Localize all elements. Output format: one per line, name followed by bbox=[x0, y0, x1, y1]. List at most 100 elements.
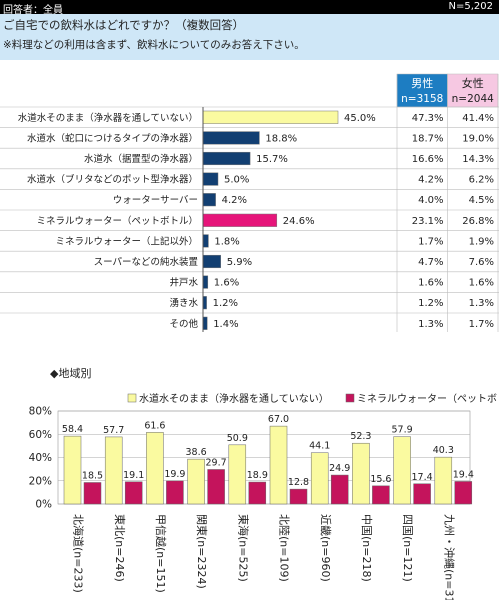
y-tick-label: 20% bbox=[29, 475, 52, 487]
bar bbox=[289, 488, 308, 505]
value-label: 5.9% bbox=[227, 257, 252, 268]
bar bbox=[202, 316, 208, 330]
y-tick-label: 0% bbox=[35, 499, 52, 511]
x-tick-label: 近畿(n=960) bbox=[319, 514, 333, 582]
category-label: 水道水（ブリタなどのポット型浄水器） bbox=[27, 174, 198, 186]
female-value: 19.0% bbox=[462, 133, 494, 144]
bar bbox=[202, 172, 219, 186]
data-label: 24.9 bbox=[329, 463, 350, 474]
value-label: 1.2% bbox=[213, 298, 238, 309]
value-label: 5.0% bbox=[224, 175, 249, 186]
bar bbox=[413, 483, 431, 505]
category-label: スーパーなどの純水装置 bbox=[94, 256, 198, 268]
value-label: 18.8% bbox=[265, 133, 297, 144]
x-tick-label: 関東(n=2324) bbox=[195, 514, 208, 589]
x-tick-label: 九州・沖縄(n=315) bbox=[442, 514, 456, 600]
bar bbox=[434, 456, 453, 505]
category-label: 水道水そのまま（浄水器を通していない） bbox=[18, 112, 198, 124]
bar bbox=[146, 432, 164, 505]
data-label: 50.9 bbox=[227, 433, 248, 444]
bar bbox=[352, 442, 370, 505]
male-value: 1.2% bbox=[418, 298, 443, 309]
male-value: 47.3% bbox=[412, 113, 444, 124]
legend-swatch bbox=[345, 393, 355, 403]
female-value: 6.2% bbox=[469, 175, 494, 186]
female-value: 1.9% bbox=[469, 236, 494, 247]
bar bbox=[166, 480, 184, 505]
respondents-label: 回答者：全員 bbox=[3, 5, 63, 16]
bar bbox=[124, 481, 143, 505]
bar bbox=[393, 436, 411, 505]
question-box: ご自宅での飲料水はどれですか？（複数回答） ※料理などの利用は含まず、飲料水につ… bbox=[0, 14, 499, 60]
male-value: 16.6% bbox=[412, 154, 444, 165]
bar bbox=[330, 474, 349, 505]
bar bbox=[202, 296, 207, 310]
value-label: 4.2% bbox=[222, 195, 247, 206]
category-label: ミネラルウォーター（上記以外） bbox=[55, 235, 198, 247]
category-label: ミネラルウォーター（ペットボトル） bbox=[36, 215, 198, 227]
table-header-n: n=2044 bbox=[452, 93, 494, 105]
male-value: 1.3% bbox=[418, 319, 443, 330]
x-tick-label: 北陸(n=109) bbox=[278, 514, 291, 582]
data-label: 40.3 bbox=[433, 445, 454, 456]
bar bbox=[454, 481, 473, 505]
table-header-cell bbox=[447, 73, 499, 108]
x-tick-label: 東北(n=246) bbox=[113, 514, 126, 582]
bar bbox=[202, 234, 209, 248]
table-header-label: 男性 bbox=[411, 76, 433, 90]
y-tick-label: 80% bbox=[29, 406, 52, 418]
female-value: 1.3% bbox=[469, 298, 494, 309]
category-label: 水道水（据置型の浄水器） bbox=[84, 153, 198, 165]
legend-swatch bbox=[127, 393, 137, 403]
category-label: 水道水（蛇口につけるタイプの浄水器） bbox=[27, 132, 198, 144]
data-label: 19.1 bbox=[123, 470, 144, 481]
x-tick-label: 甲信越(n=151) bbox=[154, 514, 168, 593]
bar bbox=[202, 151, 251, 166]
section-title: ◆地域別 bbox=[50, 367, 91, 380]
data-label: 58.4 bbox=[62, 424, 83, 435]
bar bbox=[202, 213, 278, 227]
male-value: 4.2% bbox=[418, 175, 443, 186]
male-value: 18.7% bbox=[412, 133, 444, 144]
data-label: 15.6 bbox=[370, 474, 391, 485]
data-label: 57.9 bbox=[392, 425, 413, 436]
male-value: 4.0% bbox=[418, 195, 443, 206]
category-label: 湧き水 bbox=[169, 297, 198, 309]
male-value: 23.1% bbox=[412, 216, 444, 227]
question-note: ※料理などの利用は含まず、飲料水についてのみお答え下さい。 bbox=[3, 39, 305, 51]
male-value: 1.6% bbox=[418, 278, 443, 289]
bar bbox=[248, 481, 267, 505]
bar bbox=[207, 469, 225, 505]
value-label: 15.7% bbox=[256, 154, 288, 165]
table-header-n: n=3158 bbox=[401, 93, 443, 105]
bar bbox=[202, 193, 216, 207]
bar bbox=[187, 458, 205, 505]
bar bbox=[202, 275, 209, 289]
data-label: 17.4 bbox=[412, 472, 433, 483]
category-label: その他 bbox=[169, 318, 198, 330]
value-label: 1.6% bbox=[214, 278, 239, 289]
y-tick-label: 40% bbox=[29, 452, 52, 464]
bar bbox=[63, 435, 82, 505]
data-label: 67.0 bbox=[268, 414, 289, 425]
female-value: 41.4% bbox=[462, 113, 494, 124]
female-value: 26.8% bbox=[462, 216, 494, 227]
y-tick-label: 60% bbox=[29, 429, 52, 441]
bar bbox=[269, 425, 288, 505]
male-value: 4.7% bbox=[418, 257, 443, 268]
overall-bar-chart: 男性 n=3158 女性 n=2044 水道水そのまま（浄水器を通していない） 45.0%… bbox=[0, 73, 499, 332]
bar bbox=[202, 131, 260, 145]
female-value: 7.6% bbox=[469, 257, 494, 268]
bar bbox=[310, 452, 329, 505]
table-header-label: 女性 bbox=[462, 76, 484, 90]
data-label: 61.6 bbox=[144, 420, 165, 431]
bar bbox=[228, 444, 247, 505]
legend-label: 水道水そのまま（浄水器を通していない） bbox=[139, 392, 329, 405]
male-value: 1.7% bbox=[418, 236, 443, 247]
question-title: ご自宅での飲料水はどれですか？（複数回答） bbox=[3, 18, 245, 32]
value-label: 45.0% bbox=[344, 113, 376, 124]
data-label: 38.6 bbox=[186, 447, 207, 458]
bar bbox=[372, 485, 390, 505]
header-bar: 回答者：全員 N=5,202 bbox=[0, 0, 499, 16]
female-value: 1.7% bbox=[469, 319, 494, 330]
